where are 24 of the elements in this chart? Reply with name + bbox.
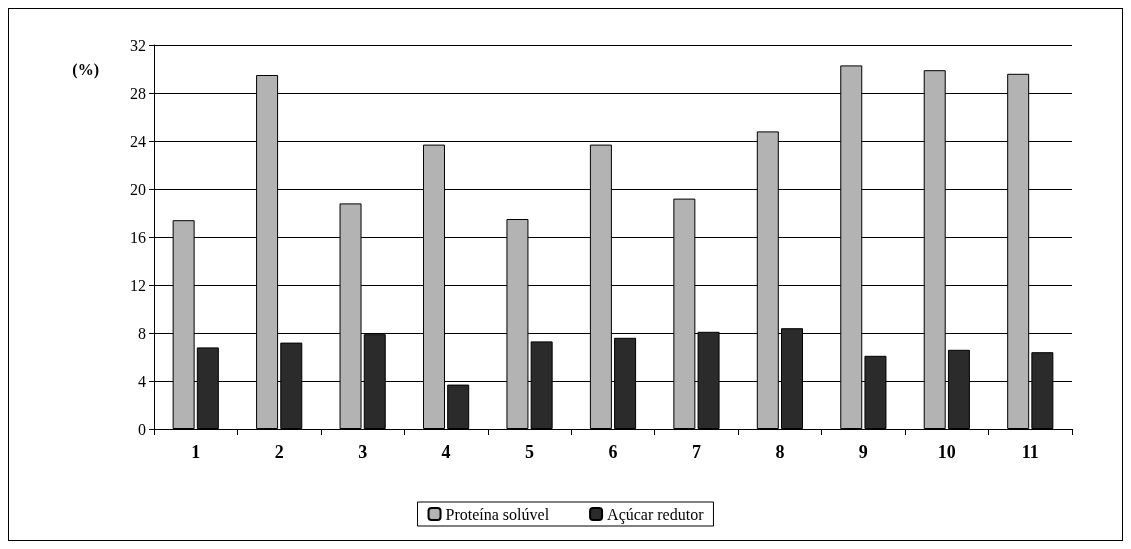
x-tick-label: 9: [858, 442, 868, 462]
x-tick-label: 7: [691, 442, 701, 462]
x-tick-label: 5: [525, 442, 535, 462]
legend-label: Açúcar redutor: [607, 505, 705, 524]
x-tick-label: 11: [1021, 442, 1039, 462]
y-tick-label: 20: [130, 180, 146, 198]
x-tick-label: 6: [608, 442, 618, 462]
x-tick-label: 4: [441, 442, 451, 462]
y-tick-label: 32: [130, 36, 146, 54]
x-tick-label: 10: [937, 442, 956, 462]
x-tick-label: 8: [775, 442, 785, 462]
x-tick-label: 2: [274, 442, 284, 462]
x-tick-label: 1: [191, 442, 201, 462]
y-tick-label: 24: [130, 132, 146, 150]
bar: [447, 384, 470, 429]
y-tick-label: 8: [138, 324, 146, 342]
legend-label: Proteína solúvel: [445, 505, 550, 523]
x-tick-label: 3: [358, 442, 368, 462]
y-axis-title: (%): [72, 60, 99, 79]
y-tick-label: 12: [130, 276, 146, 294]
y-tick-label: 4: [138, 372, 146, 390]
y-tick-label: 0: [138, 420, 146, 438]
y-tick-label: 16: [130, 228, 146, 246]
y-tick-label: 28: [130, 84, 146, 102]
